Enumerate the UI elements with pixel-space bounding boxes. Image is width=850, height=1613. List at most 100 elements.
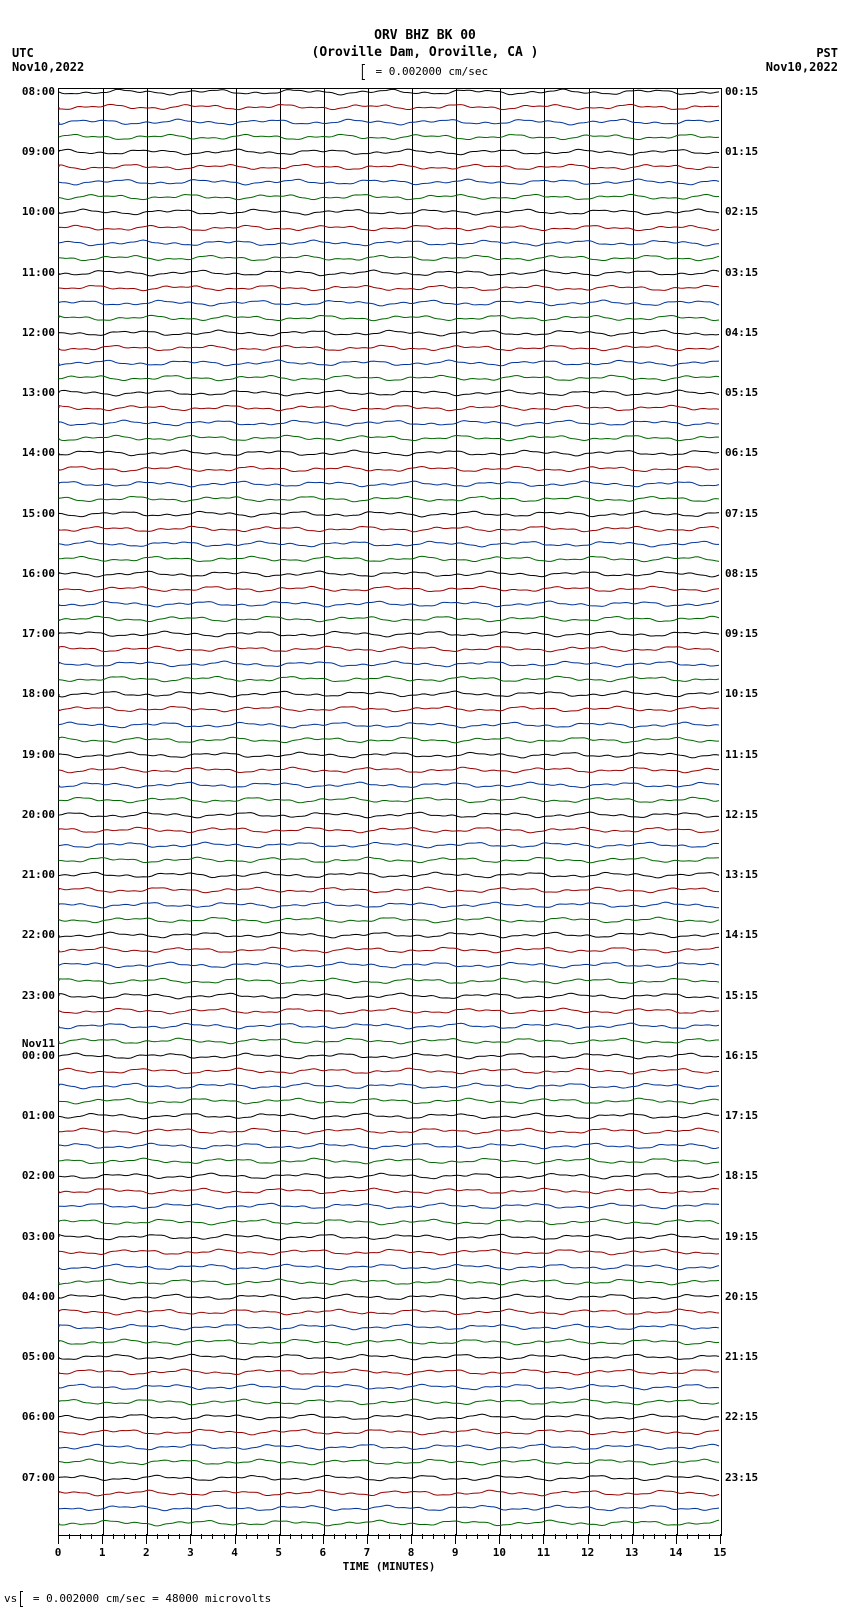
x-axis: TIME (MINUTES) 0123456789101112131415	[58, 1534, 720, 1574]
x-minor-tick	[610, 1534, 611, 1539]
trace-line	[59, 1051, 721, 1061]
pst-time-label: 17:15	[725, 1109, 758, 1122]
utc-time-label: 09:00	[22, 145, 55, 158]
trace-line	[59, 659, 721, 669]
x-minor-tick	[444, 1534, 445, 1539]
pst-time-label: 11:15	[725, 748, 758, 761]
utc-time-label: 17:00	[22, 627, 55, 640]
pst-time-label: 03:15	[725, 266, 758, 279]
trace-line	[59, 192, 721, 202]
trace-line	[59, 1247, 721, 1257]
utc-time-label: 22:00	[22, 928, 55, 941]
utc-time-label: 19:00	[22, 748, 55, 761]
trace-line	[59, 1488, 721, 1498]
trace-line	[59, 418, 721, 428]
seismogram-container: ORV BHZ BK 00 (Oroville Dam, Oroville, C…	[0, 0, 850, 1613]
x-tick	[499, 1534, 500, 1544]
trace-line	[59, 915, 721, 925]
pst-time-label: 01:15	[725, 145, 758, 158]
pst-time-label: 05:15	[725, 386, 758, 399]
right-tz-date: Nov10,2022	[766, 60, 838, 74]
helicorder-plot: 08:0000:1509:0001:1510:0002:1511:0003:15…	[58, 88, 722, 1536]
x-tick-label: 8	[408, 1546, 415, 1559]
x-tick-label: 12	[581, 1546, 594, 1559]
trace-line	[59, 268, 721, 278]
trace-line	[59, 1382, 721, 1392]
trace-line	[59, 1322, 721, 1332]
trace-line	[59, 1171, 721, 1181]
trace-line	[59, 1217, 721, 1227]
trace-line	[59, 479, 721, 489]
utc-time-label: 12:00	[22, 326, 55, 339]
x-tick	[235, 1534, 236, 1544]
trace-line	[59, 674, 721, 684]
footer-text: = 0.002000 cm/sec = 48000 microvolts	[26, 1592, 271, 1605]
x-tick	[367, 1534, 368, 1544]
trace-line	[59, 1337, 721, 1347]
utc-time-label: Nov1100:00	[22, 1038, 55, 1062]
utc-time-label: 23:00	[22, 989, 55, 1002]
trace-line	[59, 945, 721, 955]
x-tick	[720, 1534, 721, 1544]
pst-time-label: 08:15	[725, 567, 758, 580]
right-timezone-header: PST Nov10,2022	[766, 46, 838, 74]
trace-line	[59, 539, 721, 549]
trace-line	[59, 825, 721, 835]
right-tz-label: PST	[766, 46, 838, 60]
trace-line	[59, 177, 721, 187]
utc-time-label: 13:00	[22, 386, 55, 399]
trace-line	[59, 885, 721, 895]
x-minor-tick	[389, 1534, 390, 1539]
station-location: (Oroville Dam, Oroville, CA )	[0, 45, 850, 62]
x-minor-tick	[599, 1534, 600, 1539]
x-minor-tick	[312, 1534, 313, 1539]
x-minor-tick	[168, 1534, 169, 1539]
x-minor-tick	[577, 1534, 578, 1539]
trace-line	[59, 283, 721, 293]
x-minor-tick	[157, 1534, 158, 1539]
trace-line	[59, 629, 721, 639]
trace-line	[59, 1442, 721, 1452]
trace-line	[59, 509, 721, 519]
trace-line	[59, 1457, 721, 1467]
trace-line	[59, 494, 721, 504]
x-minor-tick	[268, 1534, 269, 1539]
trace-line	[59, 554, 721, 564]
utc-time-label: 06:00	[22, 1410, 55, 1423]
pst-time-label: 13:15	[725, 868, 758, 881]
trace-line	[59, 223, 721, 233]
trace-line	[59, 1262, 721, 1272]
x-tick	[455, 1534, 456, 1544]
x-tick-label: 5	[275, 1546, 282, 1559]
x-minor-tick	[654, 1534, 655, 1539]
x-tick	[543, 1534, 544, 1544]
x-minor-tick	[356, 1534, 357, 1539]
x-minor-tick	[422, 1534, 423, 1539]
pst-time-label: 16:15	[725, 1049, 758, 1062]
x-minor-tick	[179, 1534, 180, 1539]
x-tick-label: 7	[364, 1546, 371, 1559]
trace-line	[59, 132, 721, 142]
x-minor-tick	[91, 1534, 92, 1539]
title-block: ORV BHZ BK 00 (Oroville Dam, Oroville, C…	[0, 0, 850, 62]
trace-line	[59, 1232, 721, 1242]
x-minor-tick	[665, 1534, 666, 1539]
trace-line	[59, 102, 721, 112]
footer-scale: vs = 0.002000 cm/sec = 48000 microvolts	[4, 1591, 271, 1607]
utc-time-label: 01:00	[22, 1109, 55, 1122]
trace-line	[59, 1156, 721, 1166]
trace-line	[59, 313, 721, 323]
utc-time-label: 20:00	[22, 808, 55, 821]
trace-line	[59, 298, 721, 308]
left-tz-date: Nov10,2022	[12, 60, 84, 74]
trace-line	[59, 1277, 721, 1287]
x-minor-tick	[709, 1534, 710, 1539]
trace-line	[59, 373, 721, 383]
x-minor-tick	[521, 1534, 522, 1539]
utc-time-label: 04:00	[22, 1290, 55, 1303]
utc-time-label: 16:00	[22, 567, 55, 580]
trace-line	[59, 720, 721, 730]
utc-time-label: 07:00	[22, 1471, 55, 1484]
utc-time-label: 18:00	[22, 687, 55, 700]
x-tick-label: 3	[187, 1546, 194, 1559]
